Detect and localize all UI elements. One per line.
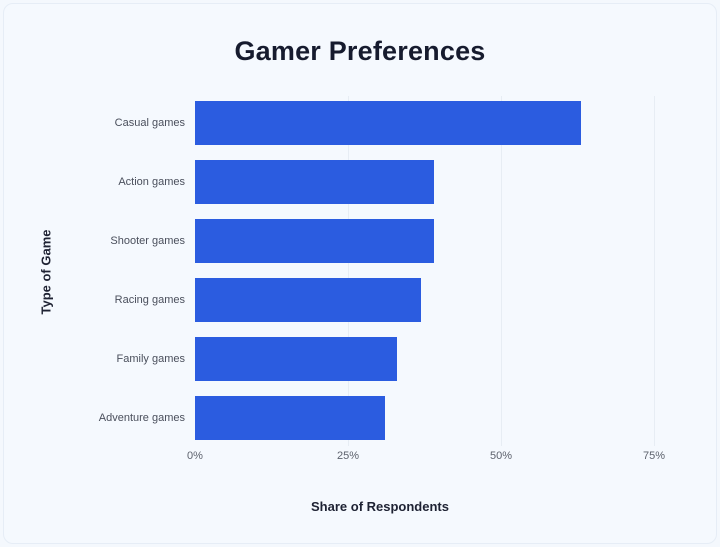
x-tick-label: 50%: [489, 450, 513, 462]
category-label: Shooter games: [110, 235, 185, 247]
bar: [195, 278, 422, 322]
category-label: Adventure games: [98, 412, 185, 424]
category-label: Family games: [116, 353, 185, 365]
x-tick-label: 25%: [336, 450, 360, 462]
gridline: [348, 96, 349, 446]
plot-area: [195, 96, 665, 446]
x-tick-label: 0%: [187, 450, 203, 462]
gridline: [501, 96, 502, 446]
chart-title: Gamer Preferences: [234, 36, 486, 66]
x-tick-label: 75%: [642, 450, 666, 462]
category-label: Racing games: [114, 294, 185, 306]
category-label: Action games: [118, 176, 185, 188]
chart-card: [3, 3, 717, 544]
gridline: [654, 96, 655, 446]
bar: [195, 101, 581, 145]
bar: [195, 396, 385, 440]
bar: [195, 160, 434, 204]
category-label: Casual games: [114, 117, 185, 129]
bar: [195, 219, 434, 263]
x-axis-label: Share of Respondents: [311, 499, 449, 514]
bar: [195, 337, 397, 381]
